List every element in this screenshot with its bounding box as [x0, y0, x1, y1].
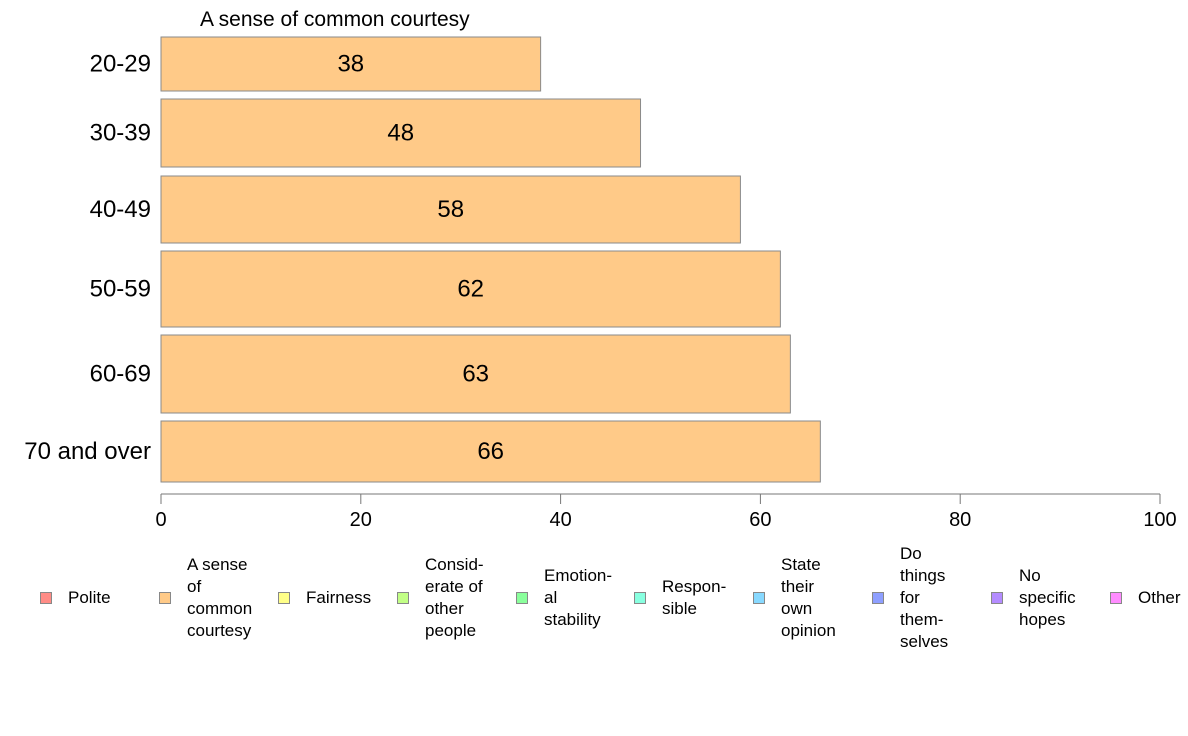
legend-swatch [634, 591, 646, 604]
x-tick-label: 20 [350, 509, 372, 531]
legend-item: Respon- sible [634, 540, 726, 655]
legend-item: No specific hopes [991, 540, 1076, 655]
category-label: 30-39 [90, 120, 151, 147]
category-label: 40-49 [90, 196, 151, 223]
legend-label: Other [1138, 587, 1181, 607]
bar-chart: A sense of common courtesy 20-29 38 30-39 4… [24, 8, 1177, 531]
legend-label: A sense of common courtesy [187, 554, 253, 640]
data-label: 62 [457, 276, 484, 303]
data-label: 63 [462, 361, 489, 388]
legend-swatch [1110, 591, 1122, 604]
legend-label: Respon- sible [662, 576, 727, 618]
legend-label: No specific hopes [1019, 565, 1076, 629]
bar [160, 175, 741, 244]
legend-swatch [753, 591, 765, 604]
legend-item: A sense of common courtesy [159, 540, 252, 655]
legend-item: Emotion- al stability [516, 540, 612, 655]
bar [160, 36, 542, 92]
legend: Polite A sense of common courtesy Fairness… [0, 540, 1188, 670]
legend-swatch [397, 591, 409, 604]
legend-label: Consid- erate of other people [425, 554, 484, 640]
legend-swatch [872, 591, 884, 604]
legend-label: Do things for them- selves [900, 543, 949, 651]
legend-item: Do things for them- selves [872, 540, 948, 655]
bar [160, 250, 781, 328]
legend-item: Other [1110, 540, 1181, 655]
category-label: 20-29 [90, 51, 151, 78]
x-tick-label: 60 [749, 509, 771, 531]
x-tick-label: 80 [949, 509, 971, 531]
legend-swatch [40, 591, 52, 604]
legend-item: Polite [40, 540, 111, 655]
x-tick-label: 40 [549, 509, 571, 531]
category-label: 70 and over [24, 438, 151, 465]
category-label: 60-69 [90, 361, 151, 388]
legend-item: State their own opinion [753, 540, 836, 655]
legend-label: Fairness [306, 587, 372, 607]
bar [160, 420, 821, 483]
bar [160, 334, 791, 414]
x-axis: 0 20 40 60 80 100 [155, 493, 1177, 531]
data-label: 48 [387, 120, 414, 147]
legend-swatch [991, 591, 1003, 604]
chart-title: A sense of common courtesy [200, 8, 470, 31]
legend-swatch [159, 591, 171, 604]
legend-swatch [278, 591, 290, 604]
legend-item: Consid- erate of other people [397, 540, 484, 655]
data-label: 38 [337, 51, 364, 78]
bar [160, 98, 642, 168]
legend-swatch [516, 591, 528, 604]
data-label: 66 [477, 438, 504, 465]
legend-label: State their own opinion [781, 554, 836, 640]
x-tick-label: 100 [1143, 509, 1176, 531]
data-label: 58 [437, 196, 464, 223]
legend-label: Emotion- al stability [544, 565, 613, 629]
category-label: 50-59 [90, 276, 151, 303]
bars-layer: 20-29 38 30-39 48 40-49 58 50-59 62 60-69 63 70 an… [24, 36, 821, 483]
x-tick-label: 0 [155, 509, 166, 531]
legend-label: Polite [68, 587, 111, 607]
legend-item: Fairness [278, 540, 371, 655]
